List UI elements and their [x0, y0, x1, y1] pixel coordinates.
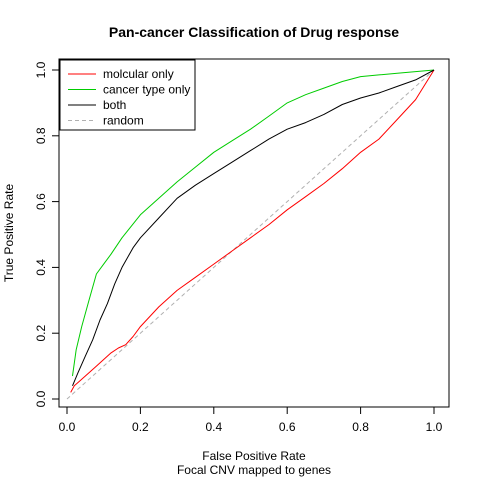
y-tick-label: 0.4 — [34, 259, 48, 276]
y-axis: 0.0 0.2 0.4 0.6 0.8 1.0 — [34, 61, 60, 407]
x-axis: 0.0 0.2 0.4 0.6 0.8 1.0 — [59, 406, 443, 434]
x-tick-label: 0.2 — [132, 420, 149, 434]
legend-label: molcular only — [103, 67, 174, 81]
legend-box — [59, 59, 196, 131]
chart-subtitle: Focal CNV mapped to genes — [177, 463, 331, 477]
chart-title: Pan-cancer Classification of Drug respon… — [109, 24, 399, 40]
series-line-cancer-type-only — [72, 69, 435, 377]
x-tick-label: 0.4 — [205, 420, 222, 434]
legend-label: random — [103, 114, 144, 128]
series-line-random — [66, 69, 435, 400]
x-axis-label: False Positive Rate — [202, 449, 306, 463]
y-tick-label: 1.0 — [34, 61, 48, 78]
x-tick-label: 0.8 — [352, 420, 369, 434]
y-axis-label: True Positive Rate — [2, 184, 16, 283]
y-tick-label: 0.6 — [34, 193, 48, 210]
legend-label: cancer type only — [103, 83, 190, 97]
x-tick-label: 0.0 — [59, 420, 76, 434]
series-line-both — [72, 69, 435, 386]
x-tick-label: 0.6 — [279, 420, 296, 434]
legend-label: both — [103, 98, 126, 112]
x-tick-label: 1.0 — [426, 420, 443, 434]
series-line-molcular-only — [70, 69, 435, 393]
y-tick-label: 0.2 — [34, 325, 48, 342]
y-tick-label: 0.8 — [34, 127, 48, 144]
y-tick-label: 0.0 — [34, 390, 48, 407]
series-layer — [66, 69, 435, 400]
